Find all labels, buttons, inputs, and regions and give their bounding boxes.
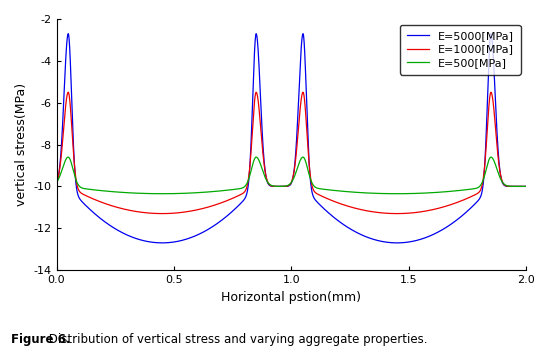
E=5000[MPa] [53,181,60,185]
E=500[MPa] [454,189,461,193]
E=500[MPa] [498,178,505,183]
E=5000[MPa] [239,200,245,204]
E=500[MPa] [487,155,494,160]
E=5000[MPa] [487,34,494,38]
E=500[MPa] [502,183,508,187]
E=500[MPa] [414,191,420,196]
E=5000[MPa] [65,32,72,36]
Line: E=500[MPa]: E=500[MPa] [57,157,526,194]
Text: Figure 6.: Figure 6. [11,334,70,346]
E=500[MPa] [523,184,530,189]
E=5000[MPa] [454,217,461,222]
E=5000[MPa] [414,238,420,243]
E=1000[MPa] [502,183,508,188]
E=1000[MPa] [414,210,420,215]
E=500[MPa] [159,191,166,196]
E=500[MPa] [239,186,245,190]
E=5000[MPa] [498,178,505,182]
X-axis label: Horizontal pstion(mm): Horizontal pstion(mm) [221,290,361,303]
Text: Distribution of vertical stress and varying aggregate properties.: Distribution of vertical stress and vary… [45,334,427,346]
E=1000[MPa] [523,184,530,189]
E=5000[MPa] [159,241,166,245]
E=1000[MPa] [498,177,505,181]
Legend: E=5000[MPa], E=1000[MPa], E=500[MPa]: E=5000[MPa], E=1000[MPa], E=500[MPa] [400,25,520,75]
Y-axis label: vertical stress(MPa): vertical stress(MPa) [15,83,28,206]
E=1000[MPa] [239,192,245,196]
Line: E=5000[MPa]: E=5000[MPa] [57,34,526,243]
E=1000[MPa] [487,91,494,96]
E=5000[MPa] [502,184,508,188]
E=1000[MPa] [65,90,72,94]
E=500[MPa] [53,180,60,184]
E=5000[MPa] [523,184,530,189]
Line: E=1000[MPa]: E=1000[MPa] [57,92,526,214]
E=1000[MPa] [159,211,166,216]
E=1000[MPa] [454,200,461,204]
E=500[MPa] [65,155,72,159]
E=1000[MPa] [53,180,60,184]
